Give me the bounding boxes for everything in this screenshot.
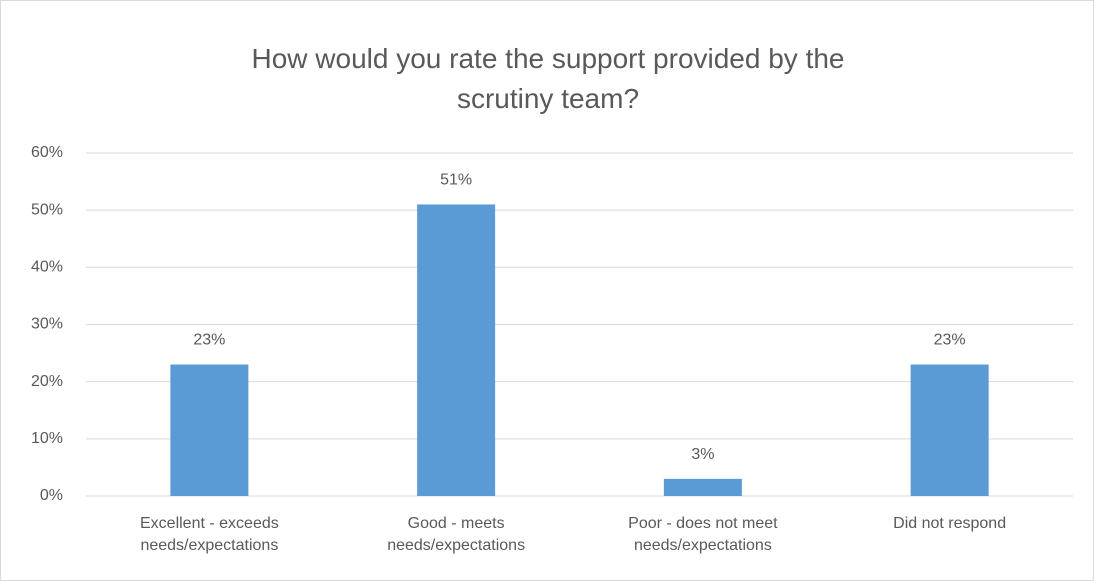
bar — [170, 364, 249, 496]
x-tick-label: Good - meets needs/expectations — [387, 515, 526, 554]
data-label: 23% — [934, 332, 966, 349]
x-tick-label: Did not respond — [893, 515, 1007, 532]
y-tick-label: 10% — [31, 430, 63, 447]
data-label: 51% — [440, 172, 472, 189]
bar — [417, 204, 496, 496]
data-label: 3% — [691, 446, 714, 463]
data-label: 23% — [193, 332, 225, 349]
x-tick-label: Excellent - exceeds needs/expectations — [140, 515, 279, 554]
y-tick-label: 40% — [31, 259, 63, 276]
y-tick-label: 60% — [31, 144, 63, 161]
y-tick-label: 0% — [40, 487, 63, 504]
y-tick-label: 30% — [31, 316, 63, 333]
bar — [910, 364, 989, 496]
y-tick-label: 50% — [31, 201, 63, 218]
chart-title: How would you rate the support provided … — [251, 43, 845, 114]
x-tick-label: Poor - does not meet needs/expectations — [628, 515, 778, 554]
bar — [663, 478, 742, 496]
y-tick-label: 20% — [31, 373, 63, 390]
